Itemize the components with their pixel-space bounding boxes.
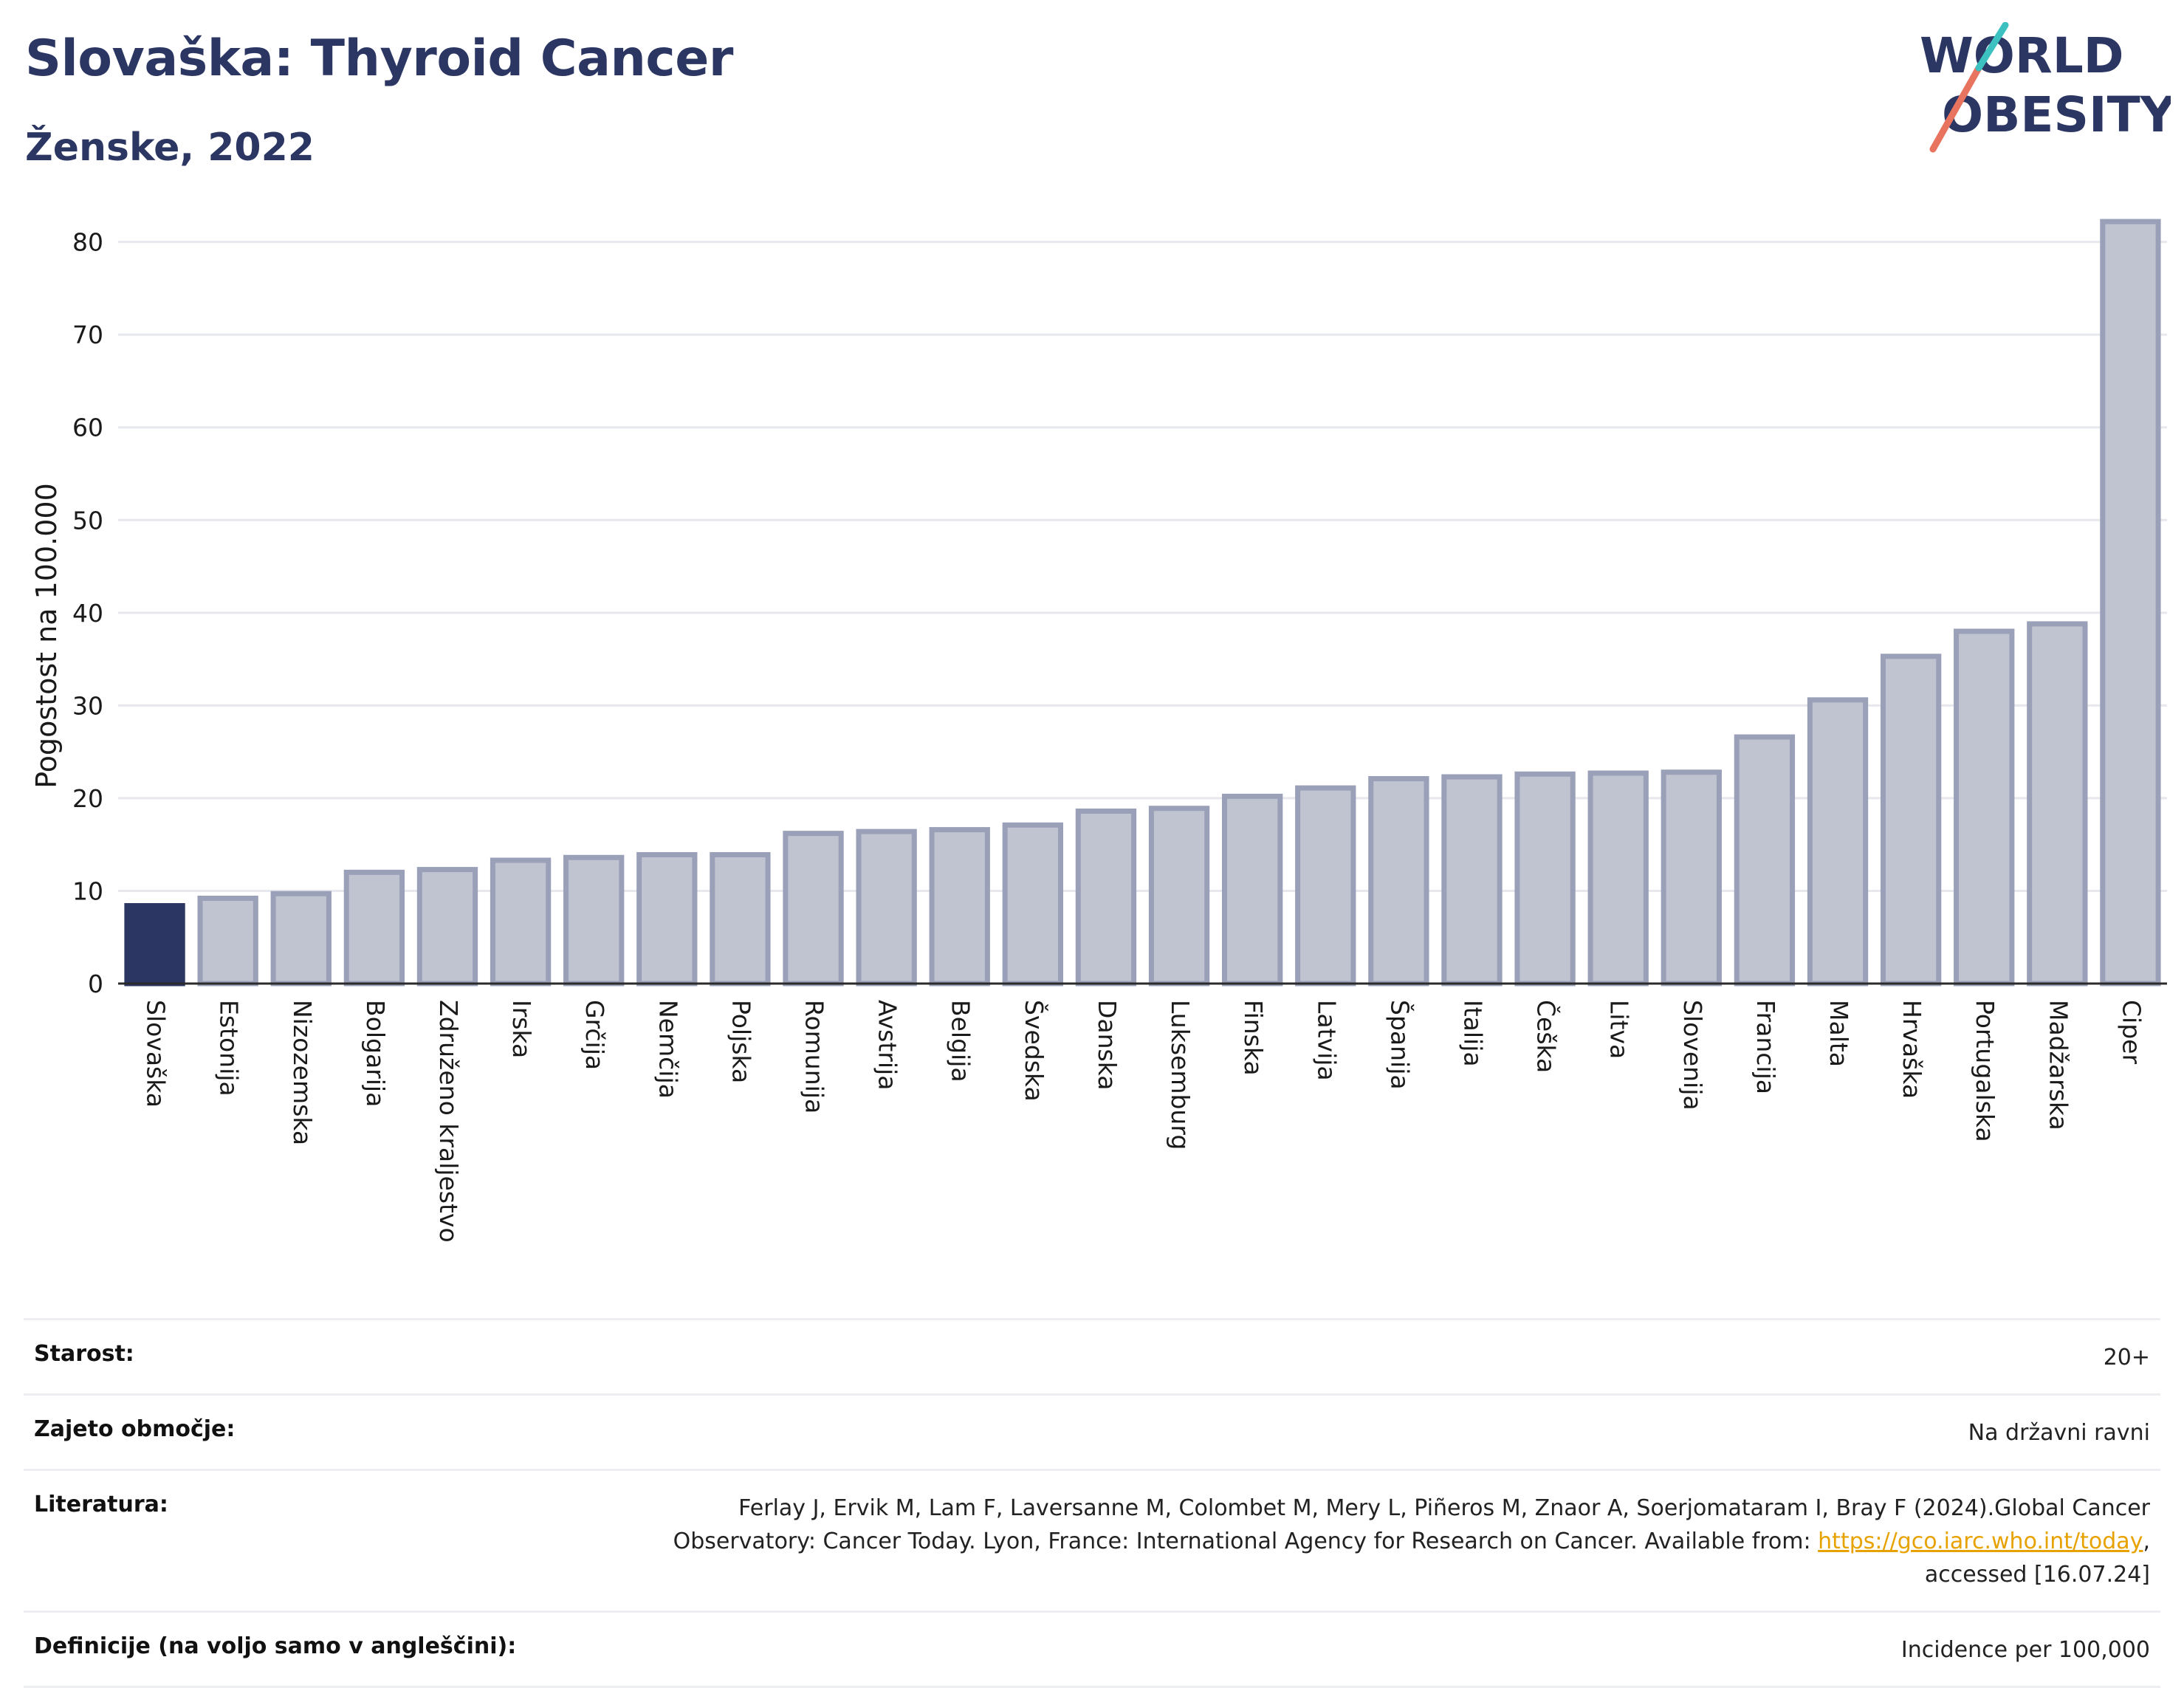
y-tick-label: 80	[72, 228, 103, 257]
bar	[490, 857, 552, 987]
x-tick-label: Finska	[1239, 1000, 1268, 1076]
bar	[1514, 771, 1576, 987]
x-tick-label: Poljska	[727, 1000, 755, 1083]
bar	[1661, 769, 1722, 987]
svg-text:OBESITY: OBESITY	[1942, 86, 2171, 143]
bar	[636, 851, 698, 987]
bar	[2027, 621, 2088, 987]
bar-highlight	[124, 903, 185, 987]
x-tick-label: Grčija	[580, 1000, 609, 1070]
x-tick-label: Bolgarija	[361, 1000, 390, 1107]
x-tick-label: Nemčija	[653, 1000, 682, 1099]
svg-text:WORLD: WORLD	[1920, 27, 2124, 84]
y-tick-label: 0	[88, 970, 103, 998]
bar	[1368, 776, 1429, 987]
world-obesity-logo: WORLD OBESITY	[1920, 22, 2171, 153]
y-tick-label: 40	[72, 599, 103, 628]
info-value-age: 20+	[2103, 1345, 2150, 1370]
info-label-age: Starost:	[34, 1341, 134, 1367]
x-tick-label: Nizozemska	[288, 1000, 317, 1145]
bar	[929, 827, 990, 987]
bar	[1295, 785, 1356, 987]
y-axis-title: Pogostost na 100.000	[30, 483, 63, 789]
x-tick-label: Avstrija	[873, 1000, 902, 1090]
x-tick-label: Latvija	[1312, 1000, 1341, 1081]
bar	[343, 869, 405, 987]
bars	[124, 219, 2161, 987]
reference-link[interactable]: https://gco.iarc.who.int/today	[1818, 1529, 2143, 1554]
y-tick-label: 50	[72, 506, 103, 535]
bar	[856, 828, 917, 987]
bar-chart: 0 10 20 30 40 50 60 70 80 Slovaška Estonija Nizoze…	[30, 219, 2167, 1243]
bar	[1954, 628, 2015, 987]
info-row-reference: Literatura: Ferlay J, Ervik M, Lam F, La…	[24, 1469, 2160, 1610]
info-value-definitions: Incidence per 100,000	[1900, 1637, 2150, 1663]
bar	[2100, 219, 2161, 987]
bar	[1880, 653, 1942, 987]
bar	[416, 867, 478, 987]
x-tick-label: Portugalska	[1971, 1000, 1999, 1142]
y-tick-label: 10	[72, 876, 103, 905]
page-subtitle: Ženske, 2022	[25, 126, 315, 170]
x-tick-label: Danska	[1093, 1000, 1122, 1091]
bar	[1441, 774, 1503, 987]
bar	[1148, 806, 1210, 987]
info-value-reference: Ferlay J, Ervik M, Lam F, Laversanne M, …	[600, 1492, 2150, 1591]
reference-accessed: , accessed [16.07.24]	[1924, 1529, 2150, 1588]
bar	[1587, 770, 1649, 987]
x-axis-ticks: Slovaška Estonija Nizozemska Bolgarija Združ…	[142, 1000, 2146, 1243]
y-tick-label: 60	[72, 414, 103, 442]
x-tick-label: Irska	[507, 1000, 536, 1058]
bar	[1734, 734, 1796, 987]
bar	[1075, 808, 1137, 987]
x-tick-label: Malta	[1824, 1000, 1853, 1067]
info-label-reference: Literatura:	[34, 1492, 168, 1517]
info-row-age: Starost: 20+	[24, 1318, 2160, 1393]
x-tick-label: Ciper	[2117, 1000, 2146, 1064]
x-tick-label: Španija	[1385, 1000, 1415, 1090]
y-tick-label: 30	[72, 691, 103, 720]
bar	[197, 896, 258, 987]
x-tick-label: Hrvaška	[1898, 1000, 1926, 1099]
x-tick-label: Belgija	[947, 1000, 975, 1083]
page-title: Slovaška: Thyroid Cancer	[25, 30, 733, 88]
y-axis-ticks: 0 10 20 30 40 50 60 70 80	[72, 228, 103, 998]
info-table: Starost: 20+ Zajeto območje: Na državni …	[24, 1318, 2160, 1688]
x-tick-label: Češka	[1532, 1000, 1562, 1073]
info-row-definitions: Definicije (na voljo samo v angleščini):…	[24, 1610, 2160, 1688]
y-tick-label: 20	[72, 784, 103, 813]
bar	[270, 891, 332, 987]
reference-text: Ferlay J, Ervik M, Lam F, Laversanne M, …	[673, 1495, 2150, 1554]
x-tick-label: Litva	[1605, 1000, 1634, 1059]
info-row-coverage: Zajeto območje: Na državni ravni	[24, 1393, 2160, 1469]
x-tick-label: Francija	[1751, 1000, 1780, 1094]
x-tick-label: Madžarska	[2044, 1000, 2073, 1131]
y-tick-label: 70	[72, 320, 103, 349]
x-tick-label: Luksemburg	[1166, 1000, 1195, 1150]
info-label-coverage: Zajeto območje:	[34, 1416, 236, 1442]
x-tick-label: Romunija	[800, 1000, 829, 1114]
bar	[1222, 793, 1283, 987]
x-tick-label: Italija	[1458, 1000, 1487, 1067]
bar	[1807, 697, 1869, 987]
x-tick-label: Združeno kraljestvo	[434, 1000, 463, 1243]
x-tick-label: Slovenija	[1678, 1000, 1707, 1111]
info-label-definitions: Definicije (na voljo samo v angleščini):	[34, 1633, 517, 1659]
x-tick-label: Slovaška	[142, 1000, 171, 1108]
bar	[783, 831, 844, 987]
x-tick-label: Švedska	[1020, 1000, 1049, 1102]
info-value-coverage: Na državni ravni	[1968, 1420, 2150, 1446]
x-tick-label: Estonija	[215, 1000, 244, 1097]
bar	[1002, 822, 1064, 987]
bar	[710, 851, 771, 987]
bar	[563, 854, 625, 987]
